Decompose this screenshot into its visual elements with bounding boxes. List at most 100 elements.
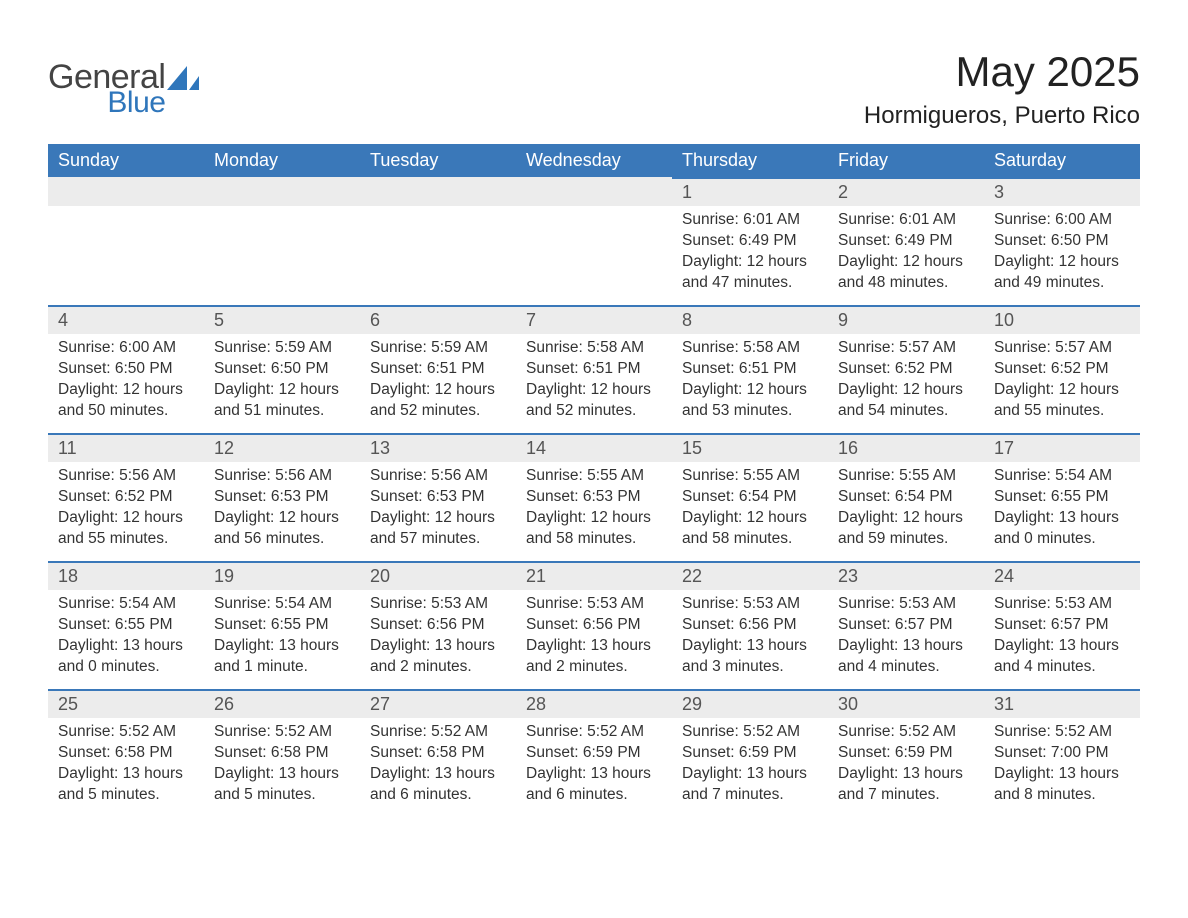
daylight-text: Daylight: 12 hours and 54 minutes. [838, 380, 974, 422]
sunrise-text: Sunrise: 6:00 AM [994, 210, 1130, 231]
day-number: 19 [204, 561, 360, 590]
daylight-text: Daylight: 13 hours and 5 minutes. [214, 764, 350, 806]
sunset-text: Sunset: 6:50 PM [58, 359, 194, 380]
daylight-text: Daylight: 12 hours and 51 minutes. [214, 380, 350, 422]
sunrise-text: Sunrise: 5:52 AM [214, 722, 350, 743]
sunset-text: Sunset: 6:55 PM [214, 615, 350, 636]
sunrise-text: Sunrise: 5:52 AM [682, 722, 818, 743]
day-details: Sunrise: 5:57 AMSunset: 6:52 PMDaylight:… [984, 334, 1140, 428]
day-number: 27 [360, 689, 516, 718]
daylight-text: Daylight: 12 hours and 58 minutes. [682, 508, 818, 550]
sunset-text: Sunset: 6:58 PM [370, 743, 506, 764]
calendar-day-empty [204, 177, 360, 305]
day-details: Sunrise: 6:00 AMSunset: 6:50 PMDaylight:… [984, 206, 1140, 300]
sunset-text: Sunset: 6:58 PM [58, 743, 194, 764]
calendar-day: 27Sunrise: 5:52 AMSunset: 6:58 PMDayligh… [360, 689, 516, 817]
calendar-row: 25Sunrise: 5:52 AMSunset: 6:58 PMDayligh… [48, 689, 1140, 817]
sunset-text: Sunset: 6:55 PM [994, 487, 1130, 508]
day-number: 8 [672, 305, 828, 334]
calendar-day: 19Sunrise: 5:54 AMSunset: 6:55 PMDayligh… [204, 561, 360, 689]
sunset-text: Sunset: 6:59 PM [682, 743, 818, 764]
daylight-text: Daylight: 12 hours and 59 minutes. [838, 508, 974, 550]
day-number: 9 [828, 305, 984, 334]
sunrise-text: Sunrise: 5:52 AM [994, 722, 1130, 743]
calendar-day: 26Sunrise: 5:52 AMSunset: 6:58 PMDayligh… [204, 689, 360, 817]
sunrise-text: Sunrise: 5:52 AM [526, 722, 662, 743]
calendar-day: 29Sunrise: 5:52 AMSunset: 6:59 PMDayligh… [672, 689, 828, 817]
sunrise-text: Sunrise: 5:54 AM [994, 466, 1130, 487]
weekday-header: Monday [204, 144, 360, 177]
daylight-text: Daylight: 12 hours and 52 minutes. [370, 380, 506, 422]
day-details: Sunrise: 5:52 AMSunset: 6:58 PMDaylight:… [204, 718, 360, 812]
sunset-text: Sunset: 6:51 PM [682, 359, 818, 380]
day-number: 15 [672, 433, 828, 462]
calendar-day: 31Sunrise: 5:52 AMSunset: 7:00 PMDayligh… [984, 689, 1140, 817]
day-details: Sunrise: 5:55 AMSunset: 6:54 PMDaylight:… [828, 462, 984, 556]
day-details: Sunrise: 5:52 AMSunset: 6:59 PMDaylight:… [672, 718, 828, 812]
day-number: 25 [48, 689, 204, 718]
day-number: 2 [828, 177, 984, 206]
sunrise-text: Sunrise: 5:56 AM [214, 466, 350, 487]
calendar-row: 18Sunrise: 5:54 AMSunset: 6:55 PMDayligh… [48, 561, 1140, 689]
day-details: Sunrise: 5:58 AMSunset: 6:51 PMDaylight:… [516, 334, 672, 428]
calendar-day: 7Sunrise: 5:58 AMSunset: 6:51 PMDaylight… [516, 305, 672, 433]
daylight-text: Daylight: 13 hours and 4 minutes. [994, 636, 1130, 678]
sunset-text: Sunset: 6:51 PM [526, 359, 662, 380]
daylight-text: Daylight: 13 hours and 3 minutes. [682, 636, 818, 678]
daylight-text: Daylight: 12 hours and 55 minutes. [58, 508, 194, 550]
calendar-day: 1Sunrise: 6:01 AMSunset: 6:49 PMDaylight… [672, 177, 828, 305]
sunrise-text: Sunrise: 5:54 AM [214, 594, 350, 615]
sunrise-text: Sunrise: 5:52 AM [370, 722, 506, 743]
sunrise-text: Sunrise: 6:00 AM [58, 338, 194, 359]
sunset-text: Sunset: 6:56 PM [682, 615, 818, 636]
sunset-text: Sunset: 6:54 PM [838, 487, 974, 508]
day-number: 5 [204, 305, 360, 334]
day-number: 3 [984, 177, 1140, 206]
daylight-text: Daylight: 12 hours and 49 minutes. [994, 252, 1130, 294]
day-details: Sunrise: 5:53 AMSunset: 6:57 PMDaylight:… [828, 590, 984, 684]
sunset-text: Sunset: 6:59 PM [526, 743, 662, 764]
calendar-day: 28Sunrise: 5:52 AMSunset: 6:59 PMDayligh… [516, 689, 672, 817]
day-details: Sunrise: 5:52 AMSunset: 7:00 PMDaylight:… [984, 718, 1140, 812]
calendar-day: 30Sunrise: 5:52 AMSunset: 6:59 PMDayligh… [828, 689, 984, 817]
day-details: Sunrise: 5:59 AMSunset: 6:51 PMDaylight:… [360, 334, 516, 428]
calendar-day-empty [516, 177, 672, 305]
sunset-text: Sunset: 6:49 PM [838, 231, 974, 252]
sunrise-text: Sunrise: 5:52 AM [838, 722, 974, 743]
calendar-day: 23Sunrise: 5:53 AMSunset: 6:57 PMDayligh… [828, 561, 984, 689]
day-details: Sunrise: 5:58 AMSunset: 6:51 PMDaylight:… [672, 334, 828, 428]
day-number: 7 [516, 305, 672, 334]
sunrise-text: Sunrise: 5:59 AM [370, 338, 506, 359]
day-number: 31 [984, 689, 1140, 718]
daylight-text: Daylight: 13 hours and 7 minutes. [838, 764, 974, 806]
weekday-header: Wednesday [516, 144, 672, 177]
daylight-text: Daylight: 12 hours and 53 minutes. [682, 380, 818, 422]
sunset-text: Sunset: 6:55 PM [58, 615, 194, 636]
daylight-text: Daylight: 13 hours and 8 minutes. [994, 764, 1130, 806]
daylight-text: Daylight: 13 hours and 2 minutes. [526, 636, 662, 678]
header: General Blue May 2025 Hormigueros, Puert… [48, 48, 1140, 130]
calendar-day: 17Sunrise: 5:54 AMSunset: 6:55 PMDayligh… [984, 433, 1140, 561]
calendar-day-empty [360, 177, 516, 305]
calendar-day: 14Sunrise: 5:55 AMSunset: 6:53 PMDayligh… [516, 433, 672, 561]
daylight-text: Daylight: 12 hours and 55 minutes. [994, 380, 1130, 422]
day-number: 11 [48, 433, 204, 462]
weekday-header: Friday [828, 144, 984, 177]
sunrise-text: Sunrise: 5:53 AM [838, 594, 974, 615]
day-details: Sunrise: 6:01 AMSunset: 6:49 PMDaylight:… [672, 206, 828, 300]
sunset-text: Sunset: 6:56 PM [526, 615, 662, 636]
sunset-text: Sunset: 6:53 PM [526, 487, 662, 508]
calendar-day: 2Sunrise: 6:01 AMSunset: 6:49 PMDaylight… [828, 177, 984, 305]
logo-sail-icon [167, 66, 201, 99]
sunset-text: Sunset: 6:57 PM [994, 615, 1130, 636]
day-details: Sunrise: 5:56 AMSunset: 6:53 PMDaylight:… [360, 462, 516, 556]
day-number: 20 [360, 561, 516, 590]
sunset-text: Sunset: 6:52 PM [58, 487, 194, 508]
day-number: 10 [984, 305, 1140, 334]
day-number: 21 [516, 561, 672, 590]
day-details: Sunrise: 6:01 AMSunset: 6:49 PMDaylight:… [828, 206, 984, 300]
sunrise-text: Sunrise: 5:55 AM [838, 466, 974, 487]
day-details: Sunrise: 5:55 AMSunset: 6:53 PMDaylight:… [516, 462, 672, 556]
sunset-text: Sunset: 6:50 PM [214, 359, 350, 380]
day-details: Sunrise: 5:53 AMSunset: 6:57 PMDaylight:… [984, 590, 1140, 684]
